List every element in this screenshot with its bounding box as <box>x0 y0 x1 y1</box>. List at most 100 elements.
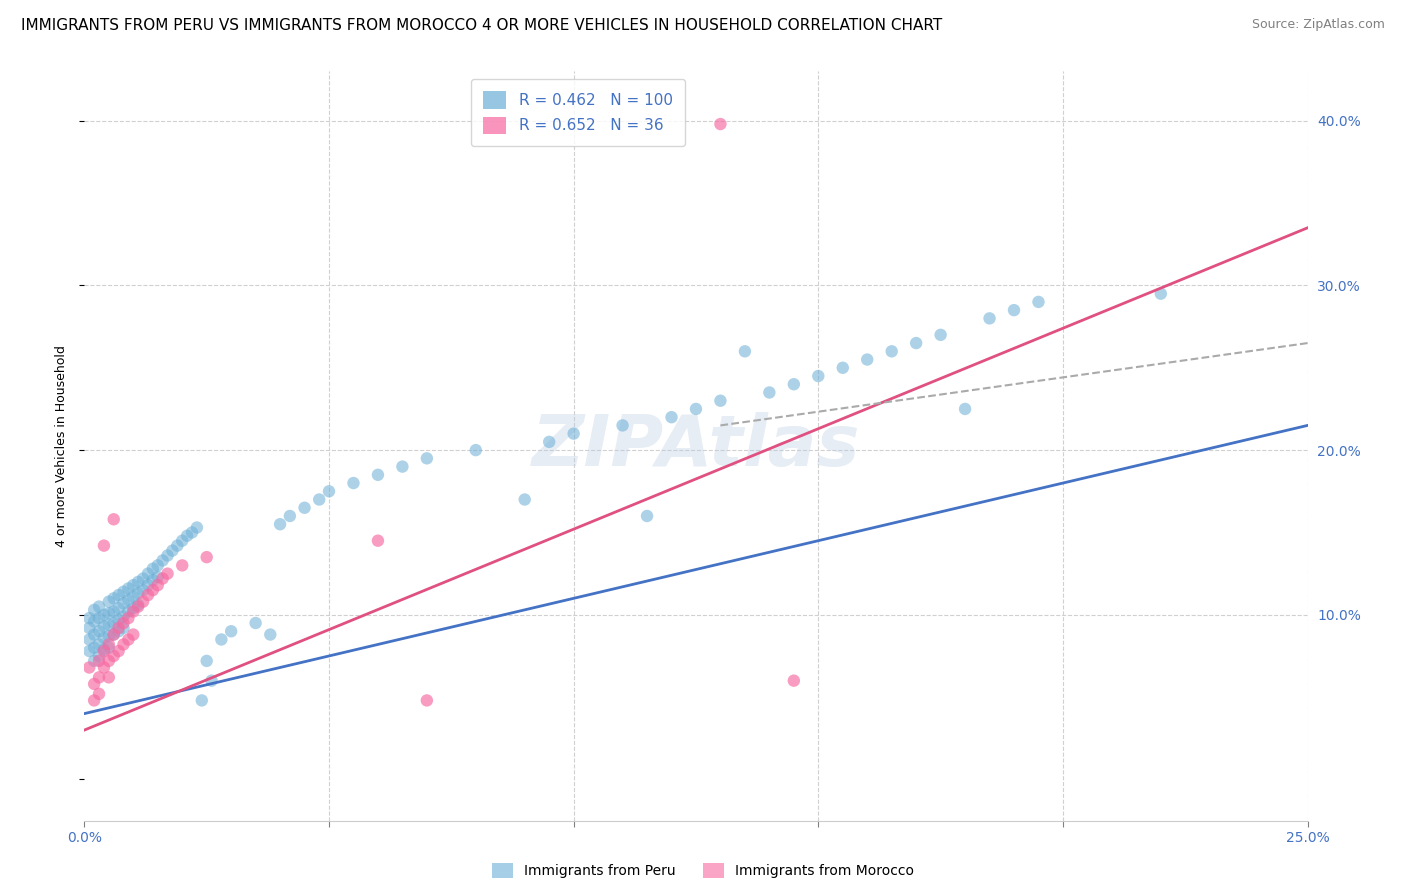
Point <box>112 637 135 651</box>
Point <box>77 644 100 658</box>
Point <box>77 611 100 625</box>
Point <box>152 572 174 586</box>
Text: ZIPAtlas: ZIPAtlas <box>531 411 860 481</box>
Point <box>152 553 174 567</box>
Point <box>538 434 561 449</box>
Point <box>103 605 125 619</box>
Point <box>87 611 110 625</box>
Point <box>93 619 115 633</box>
Point <box>132 572 155 586</box>
Point <box>166 539 188 553</box>
Point <box>200 673 222 688</box>
Point <box>807 369 830 384</box>
Point <box>93 642 115 657</box>
Point <box>83 627 105 641</box>
Point <box>132 583 155 598</box>
Point <box>783 673 806 688</box>
Point <box>112 615 135 630</box>
Point <box>856 352 879 367</box>
Point <box>880 344 903 359</box>
Point <box>112 584 135 599</box>
Point <box>136 588 159 602</box>
Point <box>269 517 291 532</box>
Point <box>367 467 389 482</box>
Point <box>97 629 120 643</box>
Point <box>117 582 139 596</box>
Text: IMMIGRANTS FROM PERU VS IMMIGRANTS FROM MOROCCO 4 OR MORE VEHICLES IN HOUSEHOLD : IMMIGRANTS FROM PERU VS IMMIGRANTS FROM … <box>21 18 942 33</box>
Point <box>97 606 120 620</box>
Point <box>127 586 149 600</box>
Point <box>181 525 204 540</box>
Point <box>162 543 184 558</box>
Point <box>107 624 129 639</box>
Point <box>278 508 301 523</box>
Point <box>83 654 105 668</box>
Point <box>117 611 139 625</box>
Point <box>93 631 115 645</box>
Point <box>107 621 129 635</box>
Text: Source: ZipAtlas.com: Source: ZipAtlas.com <box>1251 18 1385 31</box>
Point <box>107 644 129 658</box>
Point <box>103 648 125 663</box>
Point <box>83 693 105 707</box>
Point <box>97 654 120 668</box>
Point <box>513 492 536 507</box>
Point <box>612 418 634 433</box>
Point <box>87 637 110 651</box>
Point <box>97 640 120 655</box>
Point <box>97 617 120 632</box>
Point <box>87 599 110 614</box>
Point <box>758 385 780 400</box>
Point <box>636 508 658 523</box>
Point <box>83 603 105 617</box>
Point <box>391 459 413 474</box>
Point <box>117 632 139 647</box>
Point <box>122 578 145 592</box>
Point <box>77 621 100 635</box>
Point <box>146 578 169 592</box>
Point <box>1150 286 1173 301</box>
Point <box>142 583 165 598</box>
Point <box>87 687 110 701</box>
Point <box>294 500 316 515</box>
Point <box>122 601 145 615</box>
Point <box>979 311 1001 326</box>
Point <box>342 476 364 491</box>
Point <box>953 401 976 416</box>
Point <box>93 660 115 674</box>
Point <box>245 615 267 630</box>
Point <box>186 520 208 534</box>
Point <box>103 627 125 641</box>
Point <box>112 609 135 624</box>
Point <box>709 393 731 408</box>
Legend: R = 0.462   N = 100, R = 0.652   N = 36: R = 0.462 N = 100, R = 0.652 N = 36 <box>471 79 685 146</box>
Point <box>117 593 139 607</box>
Point <box>1028 294 1050 309</box>
Point <box>87 654 110 668</box>
Point <box>195 654 218 668</box>
Point <box>416 451 439 466</box>
Point <box>77 660 100 674</box>
Point <box>83 640 105 655</box>
Point <box>136 566 159 581</box>
Point <box>87 648 110 663</box>
Point <box>127 598 149 612</box>
Point <box>142 573 165 587</box>
Point <box>112 621 135 635</box>
Point <box>172 533 194 548</box>
Point <box>195 550 218 565</box>
Point <box>97 637 120 651</box>
Point <box>132 594 155 608</box>
Point <box>685 401 707 416</box>
Y-axis label: 4 or more Vehicles in Household: 4 or more Vehicles in Household <box>55 345 69 547</box>
Point <box>93 644 115 658</box>
Point <box>107 613 129 627</box>
Point <box>83 677 105 691</box>
Point <box>464 443 486 458</box>
Point <box>93 607 115 622</box>
Point <box>905 336 928 351</box>
Point <box>709 117 731 131</box>
Point <box>93 539 115 553</box>
Point <box>142 562 165 576</box>
Point <box>127 599 149 614</box>
